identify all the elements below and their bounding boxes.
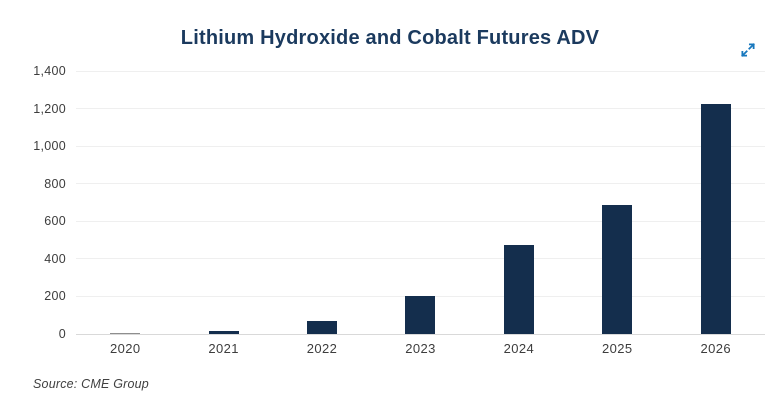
- source-note: Source: CME Group: [33, 377, 149, 391]
- x-axis-label: 2023: [405, 341, 436, 356]
- bar-2025: [602, 205, 633, 334]
- gridline: [76, 295, 765, 297]
- x-axis-label: 2025: [602, 341, 633, 356]
- bars-row: 2020 2021 2022 2023 2024 2025 2026: [76, 71, 765, 356]
- bar-slot-2023: 2023: [371, 71, 469, 356]
- y-axis-tick-label: 0: [58, 327, 66, 341]
- bar-2022: [307, 320, 338, 334]
- y-axis-tick-label: 1,400: [33, 64, 66, 78]
- x-axis-label: 2021: [208, 341, 239, 356]
- gridline: [76, 145, 765, 147]
- gridline: [76, 258, 765, 260]
- expand-arrows-icon: [741, 43, 755, 57]
- bar-slot-2021: 2021: [174, 71, 272, 356]
- bar-slot-2025: 2025: [568, 71, 666, 356]
- y-axis-tick-label: 1,000: [33, 139, 66, 154]
- gridline: [76, 183, 765, 185]
- x-axis-label: 2022: [306, 341, 338, 356]
- bar-slot-2024: 2024: [470, 71, 568, 356]
- y-axis-tick-label: 600: [44, 214, 66, 229]
- bar-2026: [700, 103, 731, 334]
- gridline: [76, 70, 765, 72]
- bar-2024: [503, 244, 534, 334]
- plot-area: 2020 2021 2022 2023 2024 2025 2026: [76, 70, 765, 356]
- y-axis: 0 200 400 600 800 1,000 1,200 1,400: [0, 64, 66, 341]
- x-axis-label: 2020: [109, 341, 141, 356]
- gridline: [76, 333, 765, 335]
- bar-2023: [405, 296, 436, 334]
- gridline: [76, 220, 765, 222]
- x-axis-label: 2024: [503, 341, 535, 356]
- y-axis-tick-label: 1,200: [33, 101, 66, 116]
- bar-slot-2020: 2020: [76, 71, 174, 356]
- gridline: [76, 108, 765, 110]
- y-axis-tick-label: 800: [44, 176, 66, 191]
- expand-button[interactable]: [739, 40, 759, 60]
- x-axis-label: 2026: [700, 341, 731, 356]
- chart-title: Lithium Hydroxide and Cobalt Futures ADV: [180, 27, 600, 49]
- y-axis-tick-label: 400: [44, 251, 66, 266]
- bar-slot-2026: 2026: [667, 71, 765, 356]
- bar-2020: [110, 332, 141, 334]
- bar-2021: [208, 331, 239, 334]
- y-axis-tick-label: 200: [44, 289, 66, 304]
- bar-slot-2022: 2022: [273, 71, 371, 356]
